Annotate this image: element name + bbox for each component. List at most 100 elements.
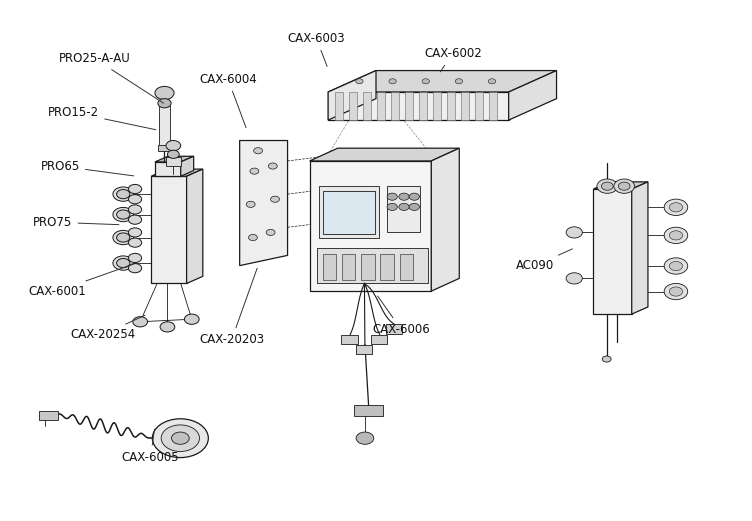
Circle shape: [161, 425, 199, 452]
Text: CAX-20203: CAX-20203: [199, 268, 264, 346]
Bar: [387, 187, 420, 232]
Circle shape: [160, 322, 174, 332]
Polygon shape: [490, 92, 497, 120]
Circle shape: [171, 432, 190, 444]
Circle shape: [166, 141, 180, 151]
Circle shape: [399, 203, 409, 210]
Circle shape: [113, 256, 134, 270]
Circle shape: [113, 207, 134, 222]
Polygon shape: [350, 92, 357, 120]
Polygon shape: [335, 92, 343, 120]
Polygon shape: [420, 92, 427, 120]
Circle shape: [253, 147, 262, 154]
Circle shape: [129, 238, 141, 247]
Polygon shape: [392, 92, 399, 120]
Circle shape: [117, 190, 130, 199]
Circle shape: [158, 98, 171, 108]
Polygon shape: [310, 148, 459, 161]
Circle shape: [409, 193, 420, 200]
Circle shape: [113, 230, 134, 245]
Polygon shape: [433, 92, 441, 120]
Polygon shape: [328, 70, 376, 120]
Circle shape: [389, 79, 396, 84]
Circle shape: [153, 419, 208, 457]
Text: CAX-6003: CAX-6003: [287, 32, 345, 67]
Text: AC090: AC090: [516, 249, 572, 272]
Circle shape: [399, 193, 409, 200]
Circle shape: [566, 273, 582, 284]
Polygon shape: [405, 92, 413, 120]
Circle shape: [664, 227, 688, 243]
Text: PRO75: PRO75: [33, 216, 119, 229]
Circle shape: [597, 179, 617, 193]
Circle shape: [133, 317, 147, 327]
Bar: [399, 254, 413, 280]
Polygon shape: [363, 92, 371, 120]
Bar: [166, 157, 180, 166]
Polygon shape: [462, 92, 468, 120]
Polygon shape: [508, 70, 556, 120]
Circle shape: [387, 203, 397, 210]
Circle shape: [129, 228, 141, 237]
Circle shape: [422, 79, 429, 84]
Polygon shape: [632, 182, 648, 314]
Polygon shape: [475, 92, 483, 120]
Circle shape: [356, 432, 374, 444]
Circle shape: [669, 231, 683, 240]
Bar: [356, 345, 372, 354]
Bar: [159, 106, 171, 146]
Polygon shape: [155, 156, 194, 162]
Bar: [381, 254, 394, 280]
Circle shape: [488, 79, 496, 84]
Polygon shape: [432, 148, 459, 291]
Polygon shape: [328, 70, 556, 92]
Circle shape: [248, 234, 257, 241]
Circle shape: [155, 86, 174, 100]
Bar: [323, 254, 336, 280]
Circle shape: [669, 262, 683, 270]
Circle shape: [602, 356, 611, 362]
Bar: [319, 187, 379, 238]
Circle shape: [247, 201, 255, 207]
Bar: [342, 254, 356, 280]
Text: PRO25-A-AU: PRO25-A-AU: [59, 52, 164, 103]
Text: CAX-20254: CAX-20254: [70, 315, 145, 341]
Circle shape: [117, 258, 130, 268]
Circle shape: [356, 79, 363, 84]
Polygon shape: [151, 169, 203, 176]
Circle shape: [129, 215, 141, 224]
Bar: [386, 324, 402, 333]
Polygon shape: [155, 162, 180, 176]
Bar: [317, 248, 428, 283]
Circle shape: [455, 79, 462, 84]
Text: CAX-6004: CAX-6004: [199, 73, 257, 128]
Polygon shape: [593, 182, 648, 189]
Polygon shape: [328, 92, 508, 120]
Circle shape: [614, 179, 635, 193]
Circle shape: [618, 182, 630, 190]
Bar: [39, 411, 58, 420]
Circle shape: [664, 199, 688, 216]
Text: CAX-6005: CAX-6005: [122, 429, 180, 464]
Text: CAX-6006: CAX-6006: [372, 296, 430, 336]
Polygon shape: [593, 189, 632, 314]
Circle shape: [168, 150, 179, 158]
Circle shape: [129, 205, 141, 214]
Circle shape: [602, 182, 613, 190]
Circle shape: [387, 193, 397, 200]
Text: CAX-6001: CAX-6001: [28, 264, 134, 297]
Circle shape: [129, 253, 141, 263]
Bar: [341, 334, 357, 344]
Circle shape: [268, 163, 277, 169]
Circle shape: [566, 227, 582, 238]
Circle shape: [184, 314, 199, 324]
Circle shape: [266, 229, 275, 235]
Polygon shape: [186, 169, 203, 283]
Polygon shape: [240, 141, 287, 266]
Circle shape: [129, 184, 141, 194]
Polygon shape: [378, 92, 385, 120]
Bar: [371, 334, 387, 344]
Circle shape: [117, 210, 130, 219]
Bar: [158, 145, 171, 151]
Circle shape: [129, 195, 141, 204]
